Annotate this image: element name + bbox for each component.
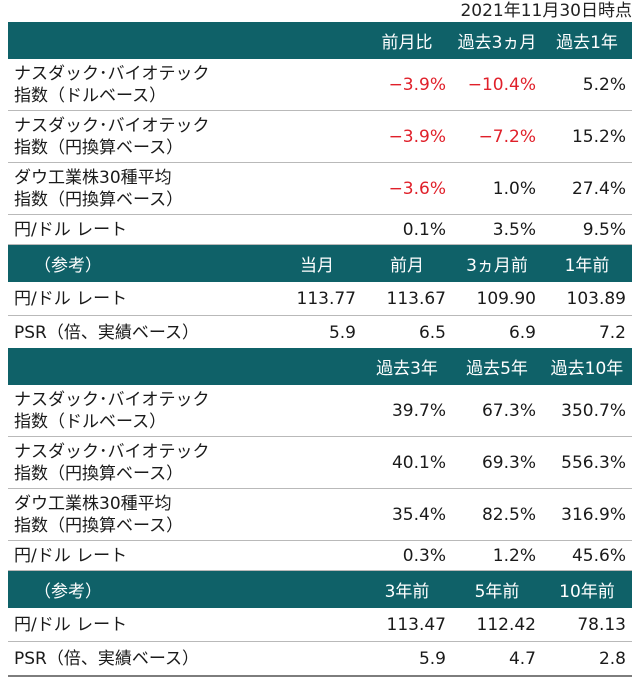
row-label: 円/ドル レート bbox=[8, 608, 362, 642]
column-header: 過去3年 bbox=[362, 348, 452, 385]
table-row: ナスダック･バイオテック 指数（円換算ベース） 40.1% 69.3% 556.3… bbox=[8, 436, 632, 489]
value-cell: −7.2% bbox=[452, 110, 542, 163]
row-label: ダウ工業株30種平均 指数（円換算ベース） bbox=[8, 488, 362, 541]
row-label: ナスダック･バイオテック 指数（円換算ベース） bbox=[8, 110, 362, 163]
row-label: ダウ工業株30種平均 指数（円換算ベース） bbox=[8, 162, 362, 215]
value-cell: 5.2% bbox=[542, 59, 632, 111]
value-cell: 109.90 bbox=[452, 282, 542, 316]
value-cell: 1.2% bbox=[452, 540, 542, 571]
table-row: 円/ドル レート 113.47 112.42 78.13 bbox=[8, 608, 632, 642]
column-header: 10年前 bbox=[542, 570, 632, 608]
column-header: 過去10年 bbox=[542, 348, 632, 385]
as-of-date: 2021年11月30日時点 bbox=[460, 1, 632, 21]
value-cell: 113.67 bbox=[362, 282, 452, 316]
value-cell: 67.3% bbox=[452, 385, 542, 437]
value-cell: 113.47 bbox=[362, 608, 452, 642]
column-header: 3年前 bbox=[362, 570, 452, 608]
value-cell: 556.3% bbox=[542, 436, 632, 489]
value-cell: 40.1% bbox=[362, 436, 452, 489]
table-row: PSR（倍、実績ベース） 5.9 6.5 6.9 7.2 bbox=[8, 315, 632, 351]
value-cell: 35.4% bbox=[362, 488, 452, 541]
column-header: 1年前 bbox=[542, 244, 632, 282]
reference-label: （参考） bbox=[8, 570, 362, 608]
performance-table-long-term: 過去3年 過去5年 過去10年 ナスダック･バイオテック 指数（ドルベース） 39… bbox=[8, 348, 632, 677]
reference-header-row: （参考） 当月 前月 3ヵ月前 1年前 bbox=[8, 244, 632, 282]
row-label: 円/ドル レート bbox=[8, 282, 272, 316]
value-cell: −3.9% bbox=[362, 110, 452, 163]
table-row: ダウ工業株30種平均 指数（円換算ベース） −3.6% 1.0% 27.4% bbox=[8, 162, 632, 215]
row-label: PSR（倍、実績ベース） bbox=[8, 315, 272, 351]
table-row: 円/ドル レート 113.77 113.67 109.90 103.89 bbox=[8, 282, 632, 316]
value-cell: 39.7% bbox=[362, 385, 452, 437]
performance-table-short-term: 前月比 過去3ヵ月 過去1年 ナスダック･バイオテック 指数（ドルベース） −3.… bbox=[8, 22, 632, 351]
value-cell: 103.89 bbox=[542, 282, 632, 316]
column-header: 前月比 bbox=[362, 22, 452, 59]
value-cell: 3.5% bbox=[452, 214, 542, 245]
column-header: 当月 bbox=[272, 244, 362, 282]
table-row: ナスダック･バイオテック 指数（ドルベース） −3.9% −10.4% 5.2% bbox=[8, 59, 632, 111]
value-cell: 0.3% bbox=[362, 540, 452, 571]
table-row: ダウ工業株30種平均 指数（円換算ベース） 35.4% 82.5% 316.9% bbox=[8, 488, 632, 541]
value-cell: 7.2 bbox=[542, 315, 632, 351]
value-cell: 69.3% bbox=[452, 436, 542, 489]
value-cell: −3.9% bbox=[362, 59, 452, 111]
column-header: 過去1年 bbox=[542, 22, 632, 59]
value-cell: 82.5% bbox=[452, 488, 542, 541]
column-header: 3ヵ月前 bbox=[452, 244, 542, 282]
value-cell: −10.4% bbox=[452, 59, 542, 111]
value-cell: 0.1% bbox=[362, 214, 452, 245]
value-cell: 350.7% bbox=[542, 385, 632, 437]
value-cell: 45.6% bbox=[542, 540, 632, 571]
value-cell: 6.9 bbox=[452, 315, 542, 351]
row-label: ナスダック･バイオテック 指数（円換算ベース） bbox=[8, 436, 362, 489]
table-header-row: 過去3年 過去5年 過去10年 bbox=[8, 348, 632, 385]
value-cell: 1.0% bbox=[452, 162, 542, 215]
column-header: 過去5年 bbox=[452, 348, 542, 385]
column-header: 前月 bbox=[362, 244, 452, 282]
header-blank-cell bbox=[8, 22, 362, 59]
row-label: 円/ドル レート bbox=[8, 214, 362, 245]
row-label: PSR（倍、実績ベース） bbox=[8, 641, 362, 677]
value-cell: 2.8 bbox=[542, 641, 632, 677]
value-cell: 6.5 bbox=[362, 315, 452, 351]
table-row: 円/ドル レート 0.1% 3.5% 9.5% bbox=[8, 214, 632, 245]
table-row: ナスダック･バイオテック 指数（円換算ベース） −3.9% −7.2% 15.2% bbox=[8, 110, 632, 163]
value-cell: 112.42 bbox=[452, 608, 542, 642]
reference-header-row: （参考） 3年前 5年前 10年前 bbox=[8, 570, 632, 608]
value-cell: 9.5% bbox=[542, 214, 632, 245]
value-cell: 5.9 bbox=[272, 315, 362, 351]
header-blank-cell bbox=[8, 348, 362, 385]
value-cell: −3.6% bbox=[362, 162, 452, 215]
column-header: 5年前 bbox=[452, 570, 542, 608]
table-row: PSR（倍、実績ベース） 5.9 4.7 2.8 bbox=[8, 641, 632, 677]
value-cell: 5.9 bbox=[362, 641, 452, 677]
value-cell: 15.2% bbox=[542, 110, 632, 163]
table-row: ナスダック･バイオテック 指数（ドルベース） 39.7% 67.3% 350.7% bbox=[8, 385, 632, 437]
reference-label: （参考） bbox=[8, 244, 272, 282]
table-header-row: 前月比 過去3ヵ月 過去1年 bbox=[8, 22, 632, 59]
value-cell: 78.13 bbox=[542, 608, 632, 642]
row-label: ナスダック･バイオテック 指数（ドルベース） bbox=[8, 385, 362, 437]
value-cell: 4.7 bbox=[452, 641, 542, 677]
column-header: 過去3ヵ月 bbox=[452, 22, 542, 59]
row-label: 円/ドル レート bbox=[8, 540, 362, 571]
value-cell: 27.4% bbox=[542, 162, 632, 215]
table-row: 円/ドル レート 0.3% 1.2% 45.6% bbox=[8, 540, 632, 571]
row-label: ナスダック･バイオテック 指数（ドルベース） bbox=[8, 59, 362, 111]
value-cell: 113.77 bbox=[272, 282, 362, 316]
value-cell: 316.9% bbox=[542, 488, 632, 541]
